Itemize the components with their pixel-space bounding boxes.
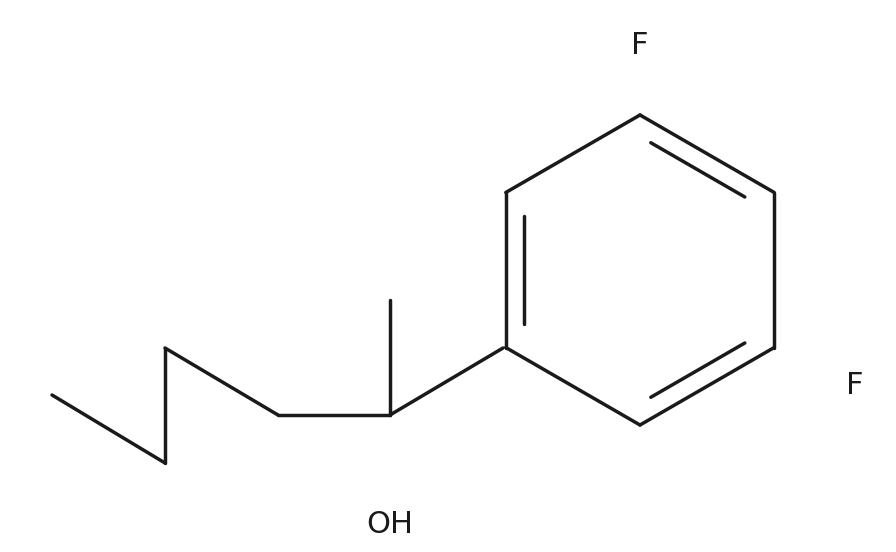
Text: OH: OH — [366, 510, 413, 539]
Text: F: F — [846, 370, 864, 400]
Text: F: F — [632, 31, 649, 60]
